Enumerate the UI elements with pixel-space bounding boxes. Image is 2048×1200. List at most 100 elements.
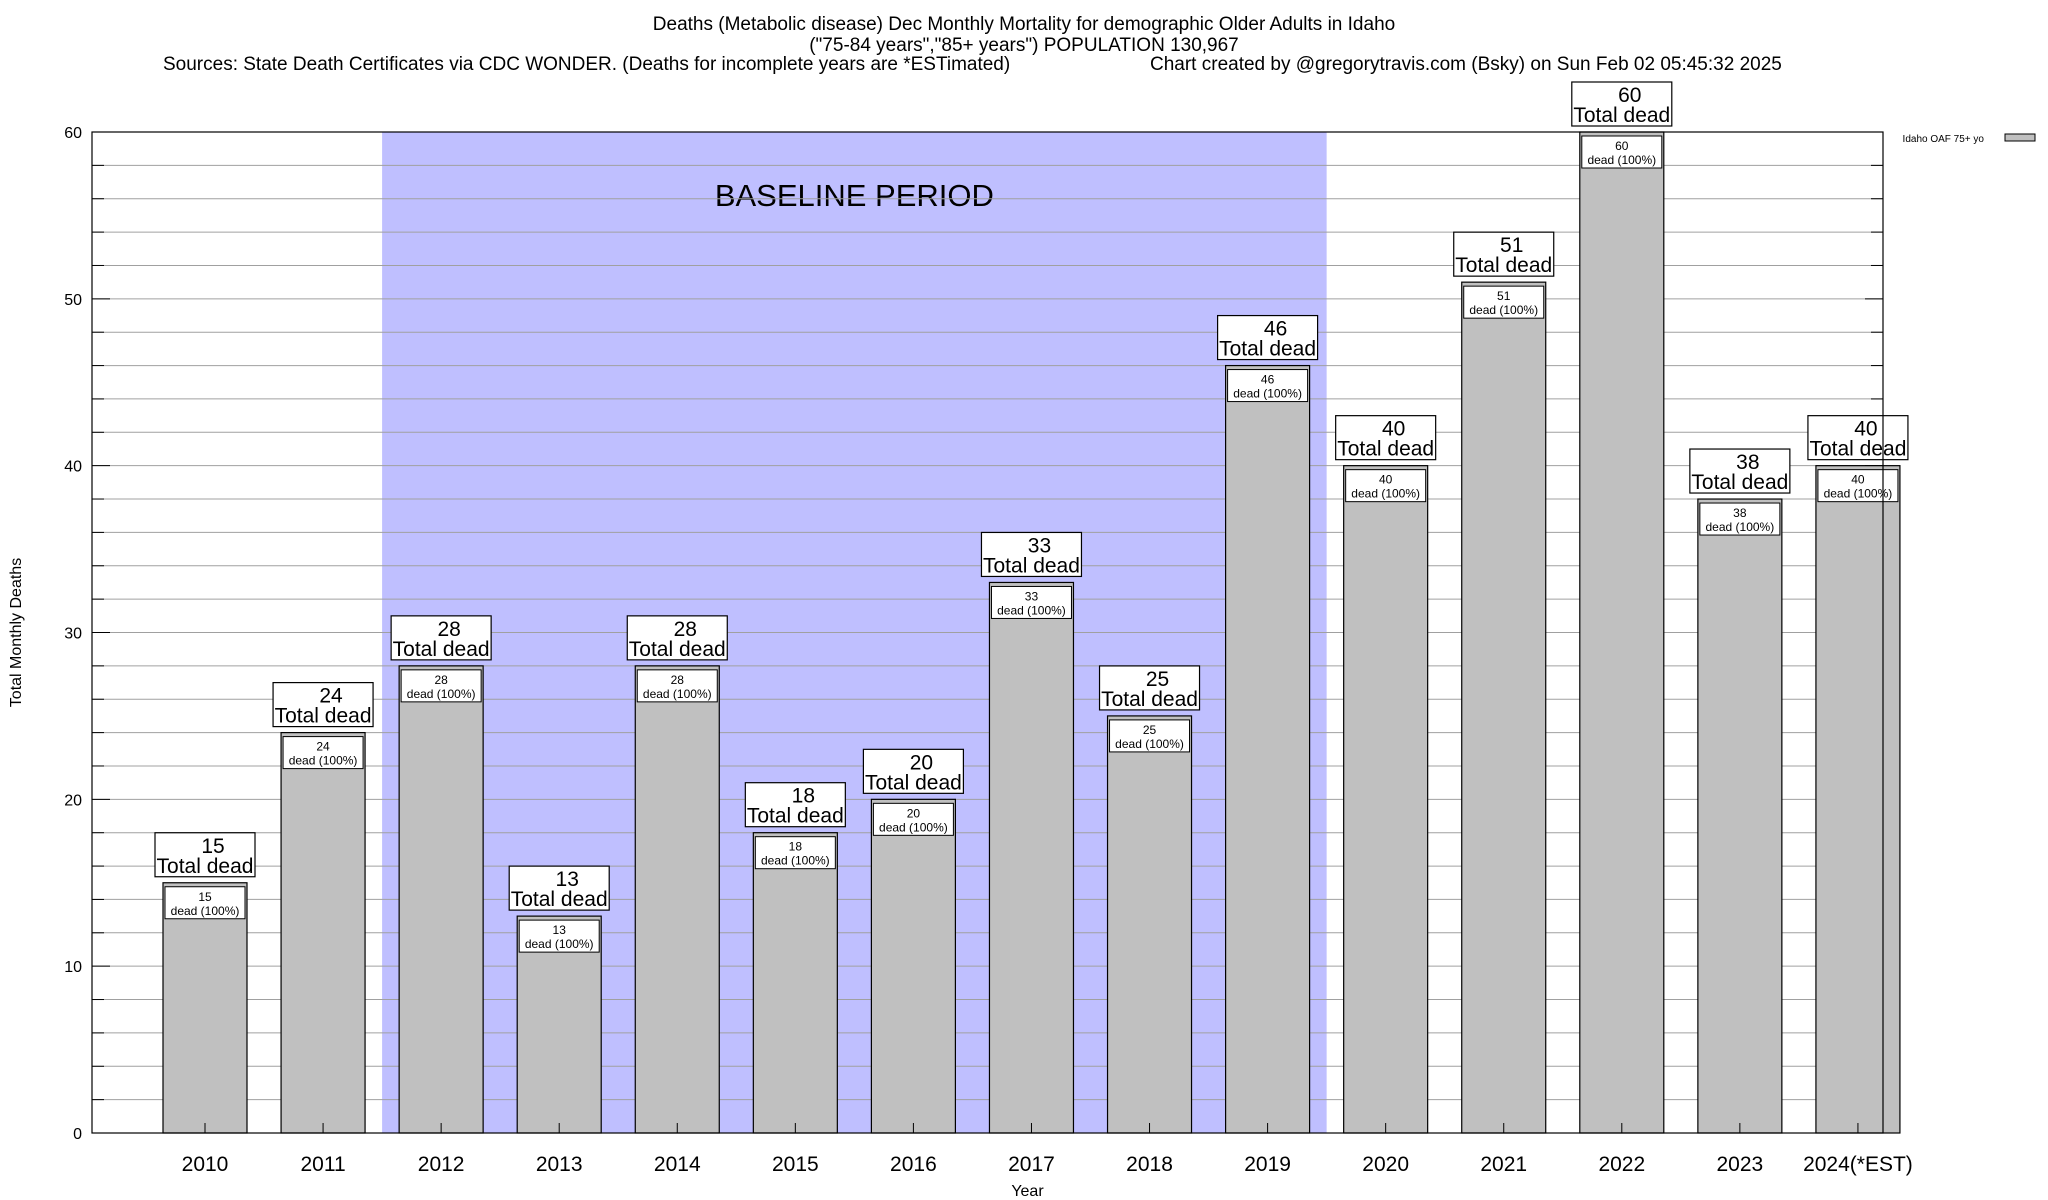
- x-tick-label: 2016: [890, 1153, 937, 1176]
- bar-total-label-box: [1216, 314, 1319, 361]
- x-tick-label: 2024(*EST): [1803, 1153, 1913, 1176]
- bar-total-value: 24: [319, 685, 343, 708]
- bar-inner-value: 20: [907, 806, 921, 820]
- bar-inner-value: 15: [198, 890, 212, 904]
- bar-inner-label: dead (100%): [761, 854, 830, 868]
- bar-total-value: 51: [1500, 234, 1523, 257]
- bar-inner-label: dead (100%): [1706, 520, 1775, 534]
- bar: [634, 665, 720, 1134]
- bar-total-label: Total dead: [511, 888, 608, 911]
- bar-total-value: 33: [1028, 534, 1051, 557]
- bar-inner-value: 28: [434, 673, 448, 687]
- bar-total-value: 40: [1382, 418, 1405, 441]
- bar-total-label: Total dead: [275, 705, 372, 728]
- bar-inner-label-box: [1581, 135, 1663, 169]
- bar-total-label-box: [1571, 81, 1673, 127]
- y-tick-label: 40: [64, 459, 82, 476]
- x-tick-label: 2018: [1126, 1153, 1173, 1176]
- bar: [1697, 498, 1783, 1134]
- x-axis-label: Year: [1011, 1183, 1044, 1200]
- bar-inner-value: 24: [316, 740, 330, 754]
- bar-total-label: Total dead: [1219, 338, 1316, 361]
- chart-title: Deaths (Metabolic disease) Dec Monthly M…: [0, 14, 2048, 56]
- x-tick-label: 2010: [182, 1153, 229, 1176]
- bar-total-value: 28: [437, 618, 460, 641]
- bar-total-label-box: [744, 782, 846, 828]
- bar-inner-value: 13: [553, 923, 567, 937]
- bar-total-label-box: [390, 615, 492, 661]
- bar-total-value: 40: [1854, 418, 1877, 441]
- bar-inner-value: 40: [1379, 473, 1393, 487]
- bar-inner-value: 40: [1851, 473, 1865, 487]
- bar-total-label-box: [1098, 665, 1201, 711]
- bar-total-value: 13: [556, 868, 579, 891]
- bar-total-label-box: [980, 531, 1083, 578]
- bar: [1815, 465, 1901, 1134]
- bar-total-label-box: [1453, 231, 1555, 277]
- bar-inner-value: 60: [1615, 139, 1629, 153]
- bar-inner-label-box: [1227, 369, 1309, 403]
- y-tick-label: 50: [64, 292, 82, 309]
- bar-inner-label-box: [1817, 469, 1899, 503]
- bar-inner-value: 46: [1261, 373, 1275, 387]
- x-tick-label: 2017: [1008, 1153, 1055, 1176]
- credit-note: Chart created by @gregorytravis.com (Bsk…: [1150, 54, 1782, 75]
- bar-total-value: 15: [201, 835, 224, 858]
- legend-swatch: [2004, 133, 2036, 142]
- plot-frame: [91, 131, 1884, 1134]
- bar-total-label-box: [1807, 415, 1909, 461]
- bar-total-label: Total dead: [1337, 438, 1434, 461]
- bar-total-label: Total dead: [1101, 688, 1198, 711]
- y-tick-label: 60: [64, 125, 82, 142]
- bar-inner-label: dead (100%): [1469, 303, 1538, 317]
- y-axis-label: Total Monthly Deaths: [8, 558, 25, 707]
- bar-inner-value: 25: [1143, 723, 1157, 737]
- sources-note: Sources: State Death Certificates via CD…: [163, 54, 1011, 75]
- bar: [398, 665, 484, 1134]
- bar-inner-label-box: [1109, 719, 1191, 753]
- bar: [870, 798, 957, 1134]
- bar-total-label-box: [626, 615, 728, 661]
- bar-inner-label: dead (100%): [525, 937, 594, 951]
- y-tick-label: 0: [73, 1126, 82, 1143]
- x-tick-label: 2022: [1598, 1153, 1645, 1176]
- x-tick-label: 2015: [772, 1153, 819, 1176]
- bar: [752, 832, 838, 1134]
- bar-inner-value: 38: [1733, 506, 1747, 520]
- bar: [1224, 364, 1311, 1134]
- bar-total-value: 25: [1146, 668, 1169, 691]
- bar-inner-label-box: [518, 919, 600, 953]
- bar-inner-label: dead (100%): [289, 754, 358, 768]
- bar-inner-value: 51: [1497, 289, 1511, 303]
- x-tick-label: 2011: [300, 1153, 345, 1176]
- bar-inner-label: dead (100%): [1233, 387, 1302, 401]
- x-tick-label: 2014: [654, 1153, 701, 1176]
- bar: [280, 731, 366, 1134]
- bar-total-value: 38: [1736, 451, 1759, 474]
- bar-inner-value: 28: [671, 673, 685, 687]
- bar-inner-label: dead (100%): [1351, 487, 1420, 501]
- bar-inner-label-box: [1463, 285, 1545, 319]
- bar-inner-label: dead (100%): [407, 687, 476, 701]
- bar-inner-label-box: [282, 736, 364, 770]
- bar-inner-label-box: [400, 669, 482, 703]
- bar-total-label-box: [862, 748, 965, 794]
- bar: [1461, 281, 1547, 1134]
- bar-inner-label: dead (100%): [1115, 737, 1184, 751]
- bar-inner-label: dead (100%): [171, 904, 240, 918]
- bar-total-label: Total dead: [629, 638, 726, 661]
- bar-total-value: 20: [910, 751, 933, 774]
- y-tick-label: 10: [64, 959, 82, 976]
- title-line-1: Deaths (Metabolic disease) Dec Monthly M…: [652, 14, 1396, 35]
- x-tick-label: 2013: [536, 1153, 583, 1176]
- bar-total-label: Total dead: [1691, 471, 1788, 494]
- bar-inner-label-box: [990, 585, 1072, 619]
- baseline-period-label: BASELINE PERIOD: [715, 178, 994, 213]
- y-tick-label: 20: [64, 792, 82, 809]
- bar-total-label-box: [1689, 448, 1791, 494]
- bar-total-label: Total dead: [393, 638, 490, 661]
- bar-inner-label: dead (100%): [1587, 153, 1656, 167]
- bar: [1579, 131, 1665, 1134]
- bar-inner-value: 18: [789, 840, 803, 854]
- bar-total-label: Total dead: [747, 805, 844, 828]
